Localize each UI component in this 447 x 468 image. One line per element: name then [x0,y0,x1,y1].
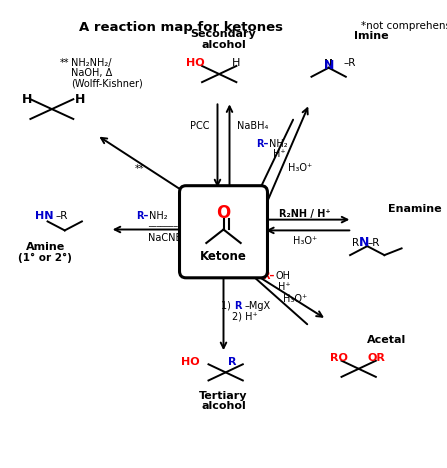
Text: 2) H⁺: 2) H⁺ [232,312,258,322]
Text: Enamine: Enamine [388,205,441,214]
Text: H⁺: H⁺ [273,149,286,159]
Text: Secondary: Secondary [190,29,257,39]
Text: H: H [232,58,240,68]
Text: H: H [22,93,32,106]
Text: HO: HO [186,58,205,68]
Text: HN: HN [35,211,54,221]
Text: NH₂NH₂/: NH₂NH₂/ [71,58,112,68]
Text: NH₂: NH₂ [149,211,168,221]
Text: RO: RO [330,352,348,363]
Text: R₂NH / H⁺: R₂NH / H⁺ [279,209,331,219]
Text: 1): 1) [221,301,234,311]
Text: –R: –R [344,58,356,68]
Text: NH₂: NH₂ [270,139,288,149]
Text: R–: R– [256,139,269,149]
Text: NaBH₄: NaBH₄ [237,121,269,131]
Text: A reaction map for ketones: A reaction map for ketones [79,21,283,34]
Text: R: R [352,238,361,248]
Text: ───────: ─────── [148,224,178,230]
Text: –MgX: –MgX [244,301,270,311]
Text: OR: OR [367,352,385,363]
Text: R: R [228,357,236,367]
Text: –R: –R [55,211,67,221]
Text: H: H [75,93,85,106]
Text: (1° or 2°): (1° or 2°) [18,253,72,263]
Text: H₃O⁺: H₃O⁺ [288,162,312,173]
Text: N: N [324,59,334,72]
Text: Ketone: Ketone [200,250,247,263]
Text: Tertiary: Tertiary [199,391,248,401]
Text: R–: R– [262,271,274,281]
Text: H₃O⁺: H₃O⁺ [283,294,307,304]
Text: alcohol: alcohol [201,401,246,410]
FancyBboxPatch shape [180,186,267,278]
Text: N: N [358,236,369,249]
Text: **: ** [135,164,144,174]
Text: R: R [234,301,242,311]
Text: OH: OH [275,271,291,281]
Text: Acetal: Acetal [367,335,406,344]
Text: NaOH, Δ: NaOH, Δ [71,68,112,78]
Text: HO: HO [181,357,200,367]
Text: *not comprehensive: *not comprehensive [361,21,447,30]
Text: H⁺: H⁺ [278,282,291,292]
Text: (Wolff-Kishner): (Wolff-Kishner) [71,78,143,88]
Text: O: O [216,204,231,222]
Text: alcohol: alcohol [201,40,246,50]
Text: Imine: Imine [354,31,389,41]
Text: PCC: PCC [190,121,210,131]
Text: Amine: Amine [26,242,65,252]
Text: **: ** [59,58,69,68]
Text: R–: R– [136,211,148,221]
Text: H₃O⁺: H₃O⁺ [293,236,317,246]
Text: –R: –R [368,238,380,248]
Text: NaCNBH₃: NaCNBH₃ [148,234,194,243]
